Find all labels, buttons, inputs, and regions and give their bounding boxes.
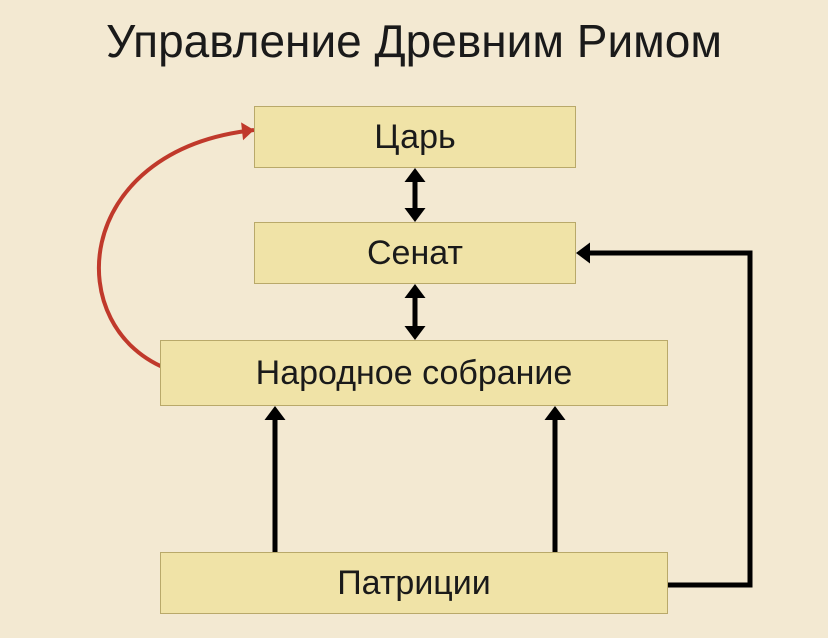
diagram-canvas: Управление Древним Римом Царь Сенат Народн… xyxy=(0,0,828,638)
edge-senate-tsar-straight xyxy=(405,168,426,222)
node-assembly: Народное собрание xyxy=(160,340,668,406)
node-patricians: Патриции xyxy=(160,552,668,614)
node-senate-label: Сенат xyxy=(367,234,463,273)
node-senate: Сенат xyxy=(254,222,576,284)
edge-assembly-senate-straight xyxy=(405,284,426,340)
edge-patricians-senate-elbow-right xyxy=(576,243,750,588)
edge-assembly-tsar-arc-left xyxy=(99,122,254,370)
node-tsar-label: Царь xyxy=(374,118,455,157)
edges-layer xyxy=(0,0,828,638)
diagram-title: Управление Древним Римом xyxy=(0,14,828,68)
node-patricians-label: Патриции xyxy=(337,564,491,603)
node-tsar: Царь xyxy=(254,106,576,168)
edge-patricians-assembly-straight-right xyxy=(545,406,566,552)
node-assembly-label: Народное собрание xyxy=(256,354,573,393)
edge-patricians-assembly-straight-left xyxy=(265,406,286,552)
